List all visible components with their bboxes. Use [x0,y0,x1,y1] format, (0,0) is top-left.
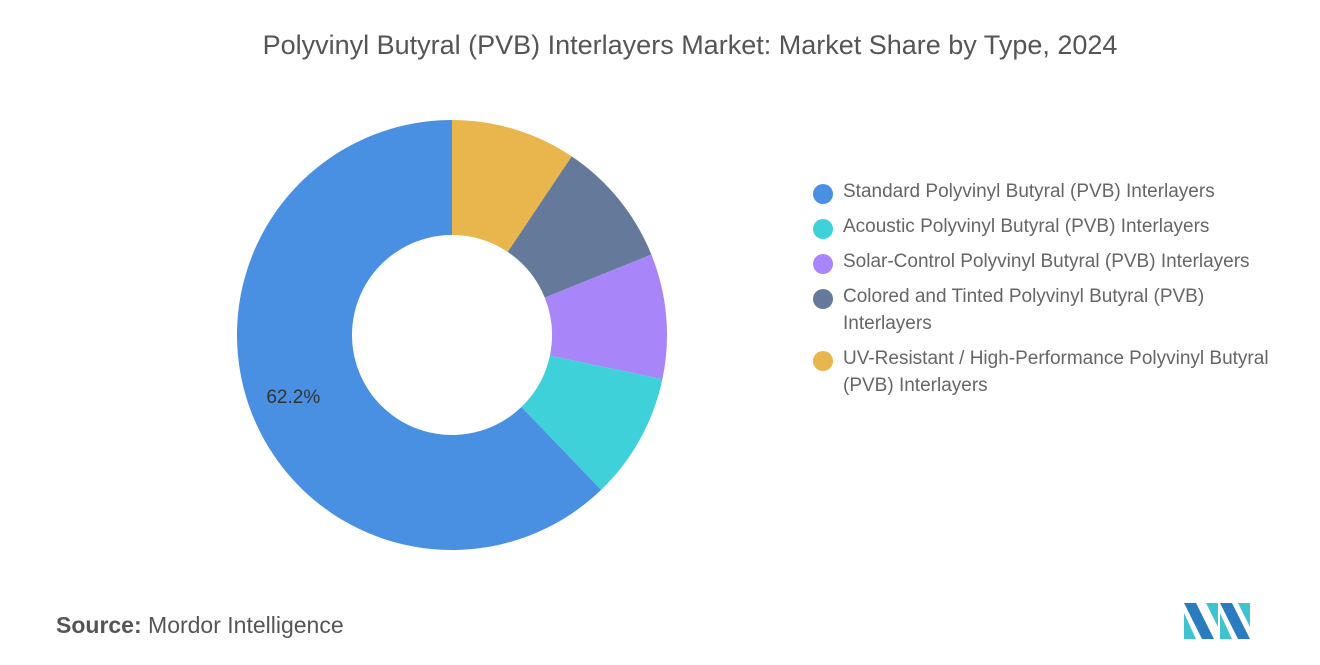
legend-item: Colored and Tinted Polyvinyl Butyral (PV… [813,283,1283,337]
legend-label: Colored and Tinted Polyvinyl Butyral (PV… [843,286,1205,334]
legend-label: Standard Polyvinyl Butyral (PVB) Interla… [843,181,1215,202]
legend-swatch-icon [813,289,833,309]
source-label: Source: [56,612,142,638]
source-note: Source: Mordor Intelligence [56,612,344,639]
legend-item: Solar-Control Polyvinyl Butyral (PVB) In… [813,248,1283,275]
slice-4 [452,120,572,252]
chart-title: Polyvinyl Butyral (PVB) Interlayers Mark… [262,30,1118,60]
legend-item: UV-Resistant / High-Performance Polyviny… [813,345,1283,399]
source-value: Mordor Intelligence [148,612,344,638]
slice-1 [521,355,663,490]
legend-item: Standard Polyvinyl Butyral (PVB) Interla… [813,178,1283,205]
legend-item: Acoustic Polyvinyl Butyral (PVB) Interla… [813,213,1283,240]
legend: Standard Polyvinyl Butyral (PVB) Interla… [813,178,1283,407]
slice-3 [507,156,652,298]
mordor-logo-icon [1184,603,1250,639]
legend-label: Acoustic Polyvinyl Butyral (PVB) Interla… [843,216,1210,237]
legend-swatch-icon [813,184,833,204]
slice-0 [236,120,602,551]
legend-swatch-icon [813,351,833,371]
slice-2 [544,254,667,380]
legend-label: Solar-Control Polyvinyl Butyral (PVB) In… [843,251,1250,272]
legend-label: UV-Resistant / High-Performance Polyviny… [843,348,1269,396]
data-label-0: 62.2% [266,387,320,408]
legend-swatch-icon [813,219,833,239]
legend-swatch-icon [813,254,833,274]
